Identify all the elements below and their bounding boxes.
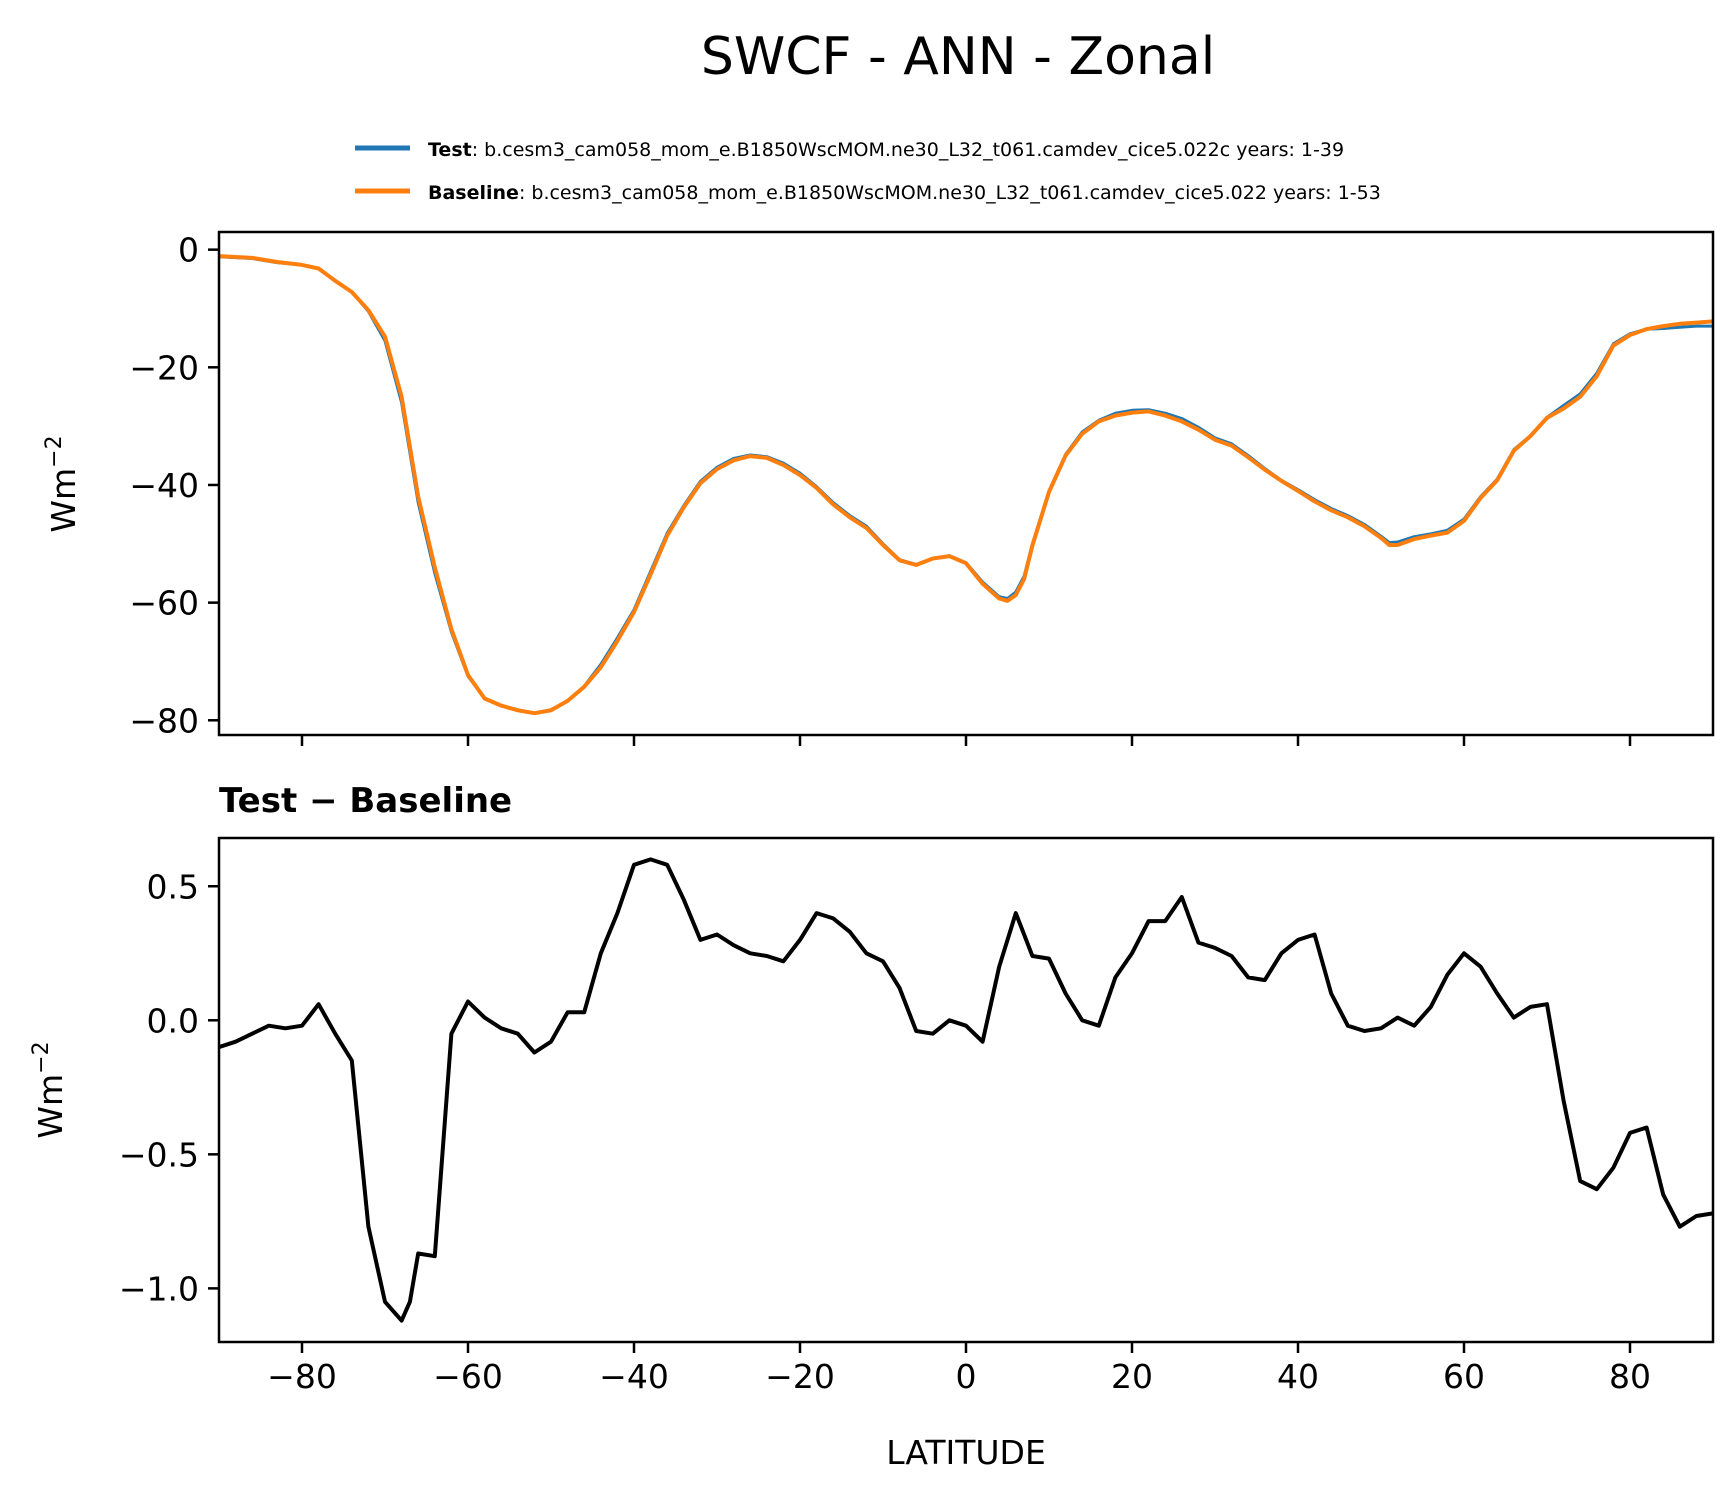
bottom-y-tick-label: 0.0 <box>147 1001 199 1040</box>
bottom-y-tick-label: 0.5 <box>147 867 199 906</box>
top-series-lines <box>219 254 1713 716</box>
top-y-tick-label: −40 <box>129 466 199 505</box>
bottom-series-lines <box>219 857 1713 1323</box>
bottom-x-tick-label: 80 <box>1609 1357 1651 1396</box>
bottom-y-axis-label: Wm−2 <box>29 1041 70 1138</box>
legend: Test: b.cesm3_cam058_mom_e.B1850WscMOM.n… <box>355 139 1381 204</box>
legend-test-entry: Test: b.cesm3_cam058_mom_e.B1850WscMOM.n… <box>428 139 1344 161</box>
legend-test-name: Test <box>428 139 472 161</box>
legend-test-case: b.cesm3_cam058_mom_e.B1850WscMOM.ne30_L3… <box>484 139 1230 161</box>
top-plot-frame <box>217 230 1715 737</box>
bottom-x-tick-label: −80 <box>267 1357 337 1396</box>
top-series-line-test <box>219 255 1713 715</box>
top-y-axis-label: Wm−2 <box>42 435 83 532</box>
bottom-series-line-test-baseline <box>219 857 1713 1323</box>
bottom-x-tick-label: 0 <box>956 1357 977 1396</box>
bottom-x-tick-label: 20 <box>1111 1357 1153 1396</box>
figure-title: SWCF - ANN - Zonal <box>701 27 1215 87</box>
top-panel: 0 −20 −40 −60 −80 Wm−2 <box>42 230 1715 746</box>
bottom-x-ticks: −80 −60 −40 −20 0 20 40 60 80 <box>267 1342 1651 1396</box>
top-y-tick-label: −20 <box>129 348 199 387</box>
bottom-plot-frame <box>217 836 1715 1344</box>
bottom-y-ticks: 0.5 0.0 −0.5 −1.0 <box>119 867 219 1308</box>
bottom-panel-title: Test − Baseline <box>219 781 512 821</box>
legend-test-years: years: 1-39 <box>1236 139 1344 161</box>
legend-baseline-years: years: 1-53 <box>1273 182 1381 204</box>
bottom-x-tick-label: 40 <box>1277 1357 1319 1396</box>
bottom-panel: Test − Baseline −80 −60 −40 −20 0 20 40 60 80 0.… <box>29 781 1715 1472</box>
top-y-tick-label: 0 <box>178 231 199 270</box>
legend-baseline-case: b.cesm3_cam058_mom_e.B1850WscMOM.ne30_L3… <box>531 182 1267 204</box>
x-axis-label: LATITUDE <box>886 1433 1046 1472</box>
bottom-x-tick-label: −20 <box>765 1357 835 1396</box>
bottom-y-tick-label: −0.5 <box>119 1135 199 1174</box>
bottom-x-tick-label: −60 <box>433 1357 503 1396</box>
bottom-y-axis-unit: Wm <box>31 1074 70 1139</box>
bottom-y-axis-exponent: −2 <box>29 1041 54 1073</box>
bottom-y-tick-label: −1.0 <box>119 1269 199 1308</box>
legend-baseline-separator: : <box>519 182 531 204</box>
top-series-line-baseline <box>219 254 1713 716</box>
legend-baseline-name: Baseline <box>428 182 519 204</box>
legend-test-separator: : <box>472 139 484 161</box>
bottom-x-tick-label: 60 <box>1443 1357 1485 1396</box>
top-y-axis-unit: Wm <box>44 468 83 533</box>
legend-baseline-entry: Baseline: b.cesm3_cam058_mom_e.B1850WscM… <box>428 182 1381 204</box>
top-y-tick-label: −60 <box>129 584 199 623</box>
top-y-axis-exponent: −2 <box>42 435 67 467</box>
bottom-x-tick-label: −40 <box>599 1357 669 1396</box>
top-y-tick-label: −80 <box>129 701 199 740</box>
top-x-ticks <box>300 735 1632 746</box>
top-y-ticks: 0 −20 −40 −60 −80 <box>129 231 219 740</box>
